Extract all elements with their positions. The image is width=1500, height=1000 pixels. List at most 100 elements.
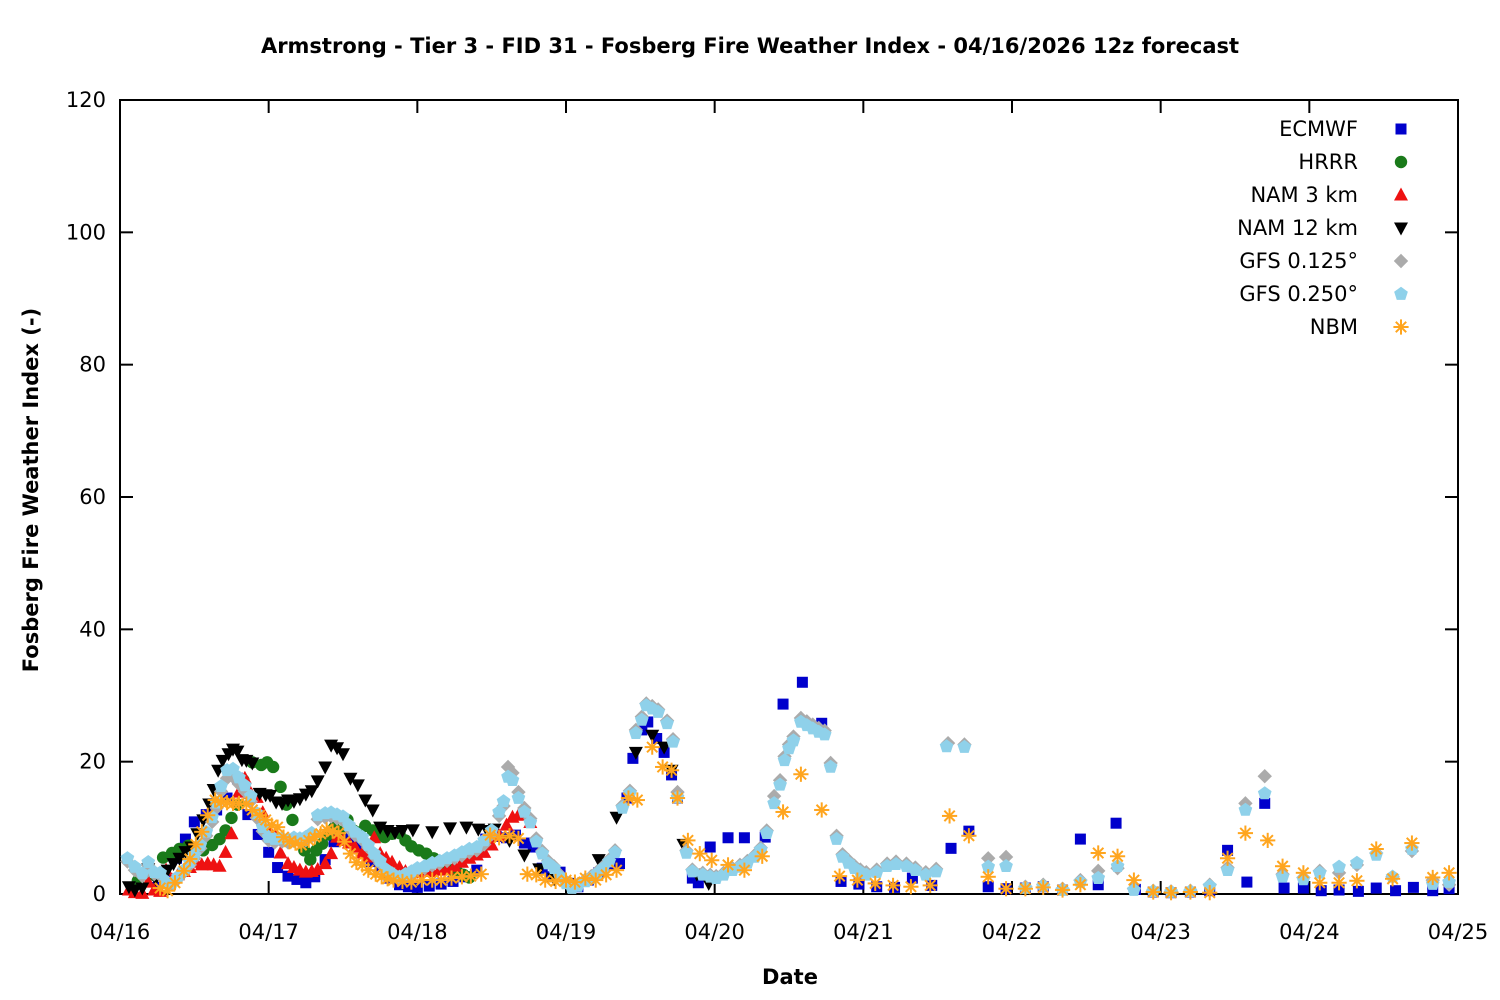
gfs-0-250-point — [505, 772, 520, 787]
nam-12-km-point — [645, 729, 660, 743]
nbm-point — [903, 879, 919, 895]
nbm-point — [1368, 841, 1384, 857]
nbm-point — [1054, 882, 1071, 898]
ecmwf-point — [346, 834, 358, 846]
ecmwf-point — [518, 837, 530, 849]
nbm-point — [1035, 879, 1051, 895]
ecmwf-point — [1352, 885, 1364, 897]
nam-3-km-point — [324, 846, 339, 860]
nbm-point — [1090, 845, 1106, 861]
gfs-0-250-point — [773, 777, 787, 791]
ecmwf-point — [686, 872, 698, 884]
legend-item-gfs-0-125: GFS 0.125° — [1237, 244, 1414, 277]
nbm-point — [510, 830, 527, 847]
nam-12-km-point — [358, 794, 373, 808]
ecmwf-point — [642, 716, 654, 728]
nbm-point — [1145, 884, 1161, 900]
hrrr-point — [266, 760, 280, 774]
gfs-0-250-point — [759, 825, 774, 839]
gfs-0-125-point — [766, 788, 782, 804]
ecmwf-point — [1297, 882, 1309, 894]
nbm-point — [720, 857, 736, 873]
nbm-point — [558, 872, 574, 888]
gfs-0-250-point — [660, 716, 674, 730]
gfs-0-250-point — [238, 778, 252, 792]
legend: ECMWF HRRR NAM 3 km NAM 12 km GFS 0.125° GFS … — [1237, 112, 1414, 343]
nbm-point — [463, 868, 479, 884]
triangle-up-glyph — [1394, 187, 1408, 200]
legend-item-nam-3-km: NAM 3 km — [1237, 178, 1414, 211]
nam-12-km-point — [160, 864, 175, 878]
nbm-point — [1295, 865, 1311, 881]
nbm-point — [330, 825, 347, 841]
ecmwf-point — [188, 816, 200, 828]
nbm-point — [547, 873, 564, 890]
legend-item-nbm: NBM — [1237, 310, 1414, 343]
nbm-point — [528, 867, 544, 883]
nam-12-km-point — [336, 748, 350, 762]
gfs-0-250-point — [786, 733, 801, 747]
hrrr-point — [225, 811, 238, 825]
gfs-0-125-point — [998, 849, 1014, 865]
nam-3-km-point — [310, 862, 325, 876]
ecmwf-point — [853, 878, 865, 890]
nam-12-km-point — [135, 882, 150, 896]
y-tick-label: 60 — [79, 485, 106, 509]
gfs-0-250-point — [511, 790, 526, 804]
asterisk-marker-icon — [1393, 318, 1409, 335]
ecmwf-point — [704, 841, 716, 853]
ecmwf-point — [982, 881, 994, 893]
x-tick-label: 04/19 — [536, 920, 597, 944]
nbm-point — [831, 868, 848, 884]
nbm-point — [588, 872, 604, 888]
nbm-point — [608, 862, 625, 878]
ecmwf-point — [796, 676, 808, 688]
nbm-point — [194, 824, 210, 840]
gfs-0-250-point — [1332, 859, 1346, 873]
nbm-point — [867, 875, 883, 892]
ecmwf-point — [1074, 833, 1086, 845]
nbm-point — [414, 872, 430, 888]
nam-12-km-point — [657, 741, 672, 755]
ecmwf-point — [1407, 881, 1419, 893]
nbm-point — [704, 852, 720, 868]
gfs-0-250-point — [679, 845, 694, 859]
nbm-point — [669, 790, 686, 806]
gfs-0-250-point — [1312, 865, 1327, 879]
legend-label: GFS 0.250° — [1239, 281, 1358, 306]
ecmwf-point — [1110, 817, 1122, 829]
nbm-point — [176, 863, 192, 879]
x-tick-label: 04/17 — [238, 920, 299, 944]
nam-12-km-point — [310, 775, 325, 789]
nam-12-km-point — [172, 852, 187, 866]
square-marker-icon — [1395, 123, 1407, 134]
ecmwf-point — [627, 752, 639, 764]
gfs-0-250-point — [939, 739, 954, 753]
nbm-point — [1404, 835, 1420, 851]
gfs-0-250-point — [651, 704, 666, 718]
nam-12-km-point — [245, 757, 260, 771]
legend-item-hrrr: HRRR — [1237, 145, 1414, 178]
y-tick-label: 80 — [79, 353, 106, 377]
nam-12-km-point — [304, 785, 319, 799]
y-tick-label: 40 — [79, 617, 106, 641]
y-tick-label: 20 — [79, 750, 106, 774]
nbm-point — [663, 762, 680, 778]
gfs-0-250-point — [547, 860, 561, 875]
nbm-point — [577, 870, 593, 886]
nam-12-km-point — [318, 761, 333, 775]
nbm-point — [961, 828, 977, 844]
gfs-0-250-point — [869, 864, 884, 878]
nam-12-km-point — [628, 746, 643, 760]
y-tick-label: 100 — [66, 220, 106, 244]
ecmwf-point — [835, 875, 847, 887]
nam-12-km-point — [215, 754, 230, 768]
nam-3-km-point — [224, 826, 239, 840]
gfs-0-250-point — [135, 866, 150, 880]
legend-label: NAM 3 km — [1250, 182, 1358, 207]
legend-label: HRRR — [1298, 149, 1358, 174]
x-tick-label: 04/24 — [1279, 920, 1340, 944]
nam-12-km-point — [443, 822, 458, 836]
gfs-0-125-point — [1257, 769, 1272, 784]
gfs-0-250-point — [889, 857, 903, 871]
